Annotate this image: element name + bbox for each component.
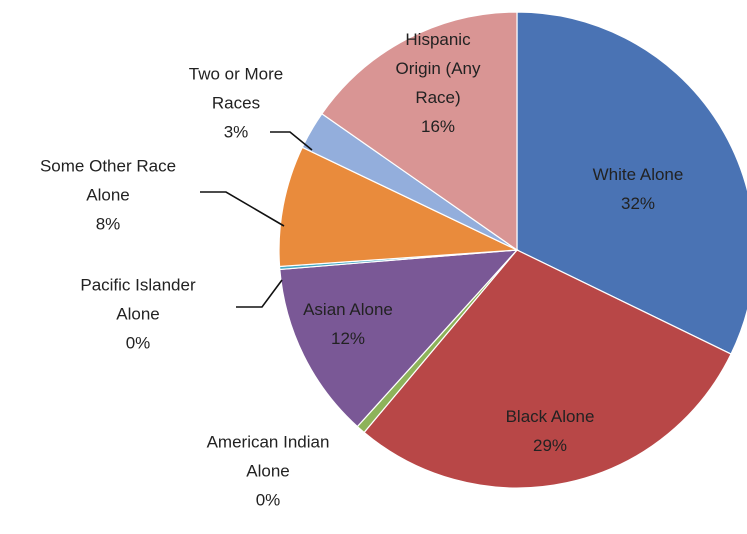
slice-pct-asian: 12% xyxy=(331,329,365,348)
slice-label-hispanic: Hispanic Origin (Any Race) 16% xyxy=(395,30,481,136)
slice-label-some-other-race: Some Other Race Alone 8% xyxy=(40,156,176,233)
slices-layer xyxy=(278,11,747,489)
leader-line-pacific-islander xyxy=(236,279,283,308)
slice-label-asian: Asian Alone 12% xyxy=(303,300,393,348)
slice-name-some-other-race-line-1: Some Other Race xyxy=(40,156,176,175)
slice-label-two-or-more: Two or More Races 3% xyxy=(189,64,283,141)
slice-name-asian-line-1: Asian Alone xyxy=(303,300,393,319)
slice-name-hispanic-line-1: Hispanic xyxy=(405,30,471,49)
pie-slice-white xyxy=(516,11,747,355)
slice-name-american-indian-line-2: Alone xyxy=(246,461,289,480)
slice-pct-two-or-more: 3% xyxy=(224,122,249,141)
slice-name-pacific-islander-line-1: Pacific Islander xyxy=(80,275,196,294)
slice-pct-pacific-islander: 0% xyxy=(126,333,151,352)
slice-name-two-or-more-line-1: Two or More xyxy=(189,64,283,83)
pie-slice-black xyxy=(363,249,732,489)
slice-pct-some-other-race: 8% xyxy=(96,214,121,233)
slice-name-pacific-islander-line-2: Alone xyxy=(116,304,159,323)
slice-name-american-indian-line-1: American Indian xyxy=(207,432,330,451)
pie-slice-some-other-race xyxy=(278,146,520,268)
slice-pct-white: 32% xyxy=(621,194,655,213)
slice-name-two-or-more-line-2: Races xyxy=(212,93,260,112)
slice-label-american-indian: American Indian Alone 0% xyxy=(207,432,330,509)
slice-name-white-line-1: White Alone xyxy=(593,165,684,184)
slice-name-some-other-race-line-2: Alone xyxy=(86,185,129,204)
slice-pct-american-indian: 0% xyxy=(256,490,281,509)
slice-label-pacific-islander: Pacific Islander Alone 0% xyxy=(80,275,196,352)
slice-pct-black: 29% xyxy=(533,436,567,455)
leader-lines-layer xyxy=(200,131,313,308)
leader-line-two-or-more xyxy=(270,131,313,151)
slice-label-white: White Alone 32% xyxy=(593,165,684,213)
slice-label-black: Black Alone 29% xyxy=(506,407,595,455)
pie-slice-hispanic xyxy=(321,11,518,252)
slice-name-hispanic-line-3: Race) xyxy=(415,88,460,107)
leader-line-some-other-race xyxy=(200,191,285,227)
slice-name-hispanic-line-2: Origin (Any xyxy=(395,59,481,78)
slice-name-black-line-1: Black Alone xyxy=(506,407,595,426)
slice-pct-hispanic: 16% xyxy=(421,117,455,136)
labels-layer: White Alone 32% Black Alone 29% American Ind… xyxy=(40,30,683,510)
